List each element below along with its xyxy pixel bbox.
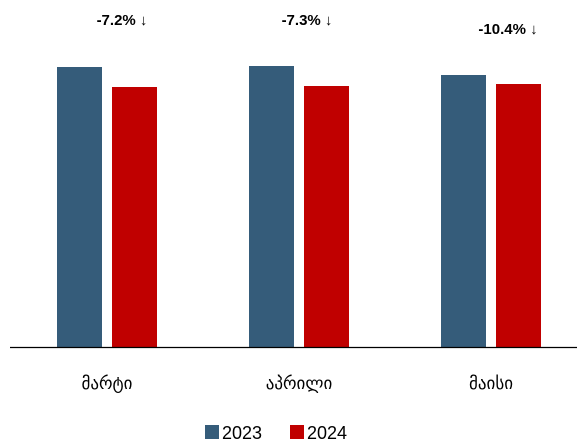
bar-2024-1: [112, 87, 157, 347]
category-label: მარტი: [82, 374, 133, 394]
bar-2024-3: [496, 84, 541, 347]
bar-2023-2: [249, 66, 294, 347]
legend-label: 2024: [307, 423, 347, 440]
legend-swatch-2024: [290, 425, 304, 439]
category-label: მაისი: [469, 374, 513, 394]
change-annotation: -10.4% ↓: [478, 21, 537, 38]
change-annotation: -7.2% ↓: [97, 12, 148, 29]
change-annotation: -7.3% ↓: [282, 12, 333, 29]
bar-2024-2: [304, 86, 349, 347]
category-label: აპრილი: [266, 374, 333, 394]
bar-2023-1: [57, 67, 102, 347]
legend-label: 2023: [222, 423, 262, 440]
legend-swatch-2023: [205, 425, 219, 439]
bar-2023-3: [441, 75, 486, 347]
